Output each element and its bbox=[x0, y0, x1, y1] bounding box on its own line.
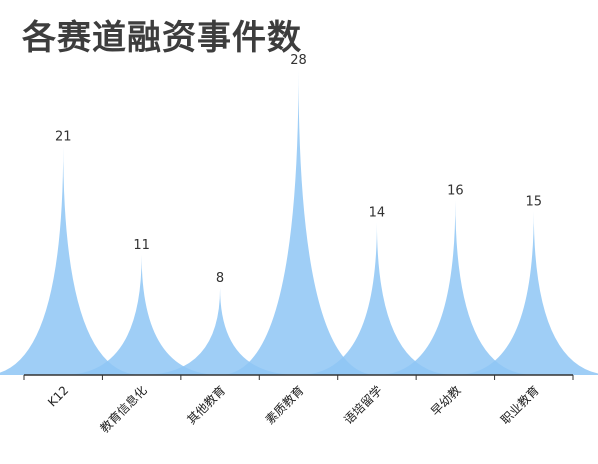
x-tick-label-职业教育: 职业教育 bbox=[497, 383, 542, 428]
data-label-其他教育: 8 bbox=[216, 271, 224, 286]
peak-教育信息化 bbox=[63, 255, 221, 375]
x-tick-label-其他教育: 其他教育 bbox=[184, 383, 229, 428]
x-tick-label-教育信息化: 教育信息化 bbox=[97, 383, 150, 436]
data-label-教育信息化: 11 bbox=[133, 238, 150, 253]
data-labels: 21 11 8 28 14 16 15 bbox=[55, 53, 542, 286]
data-label-早幼教: 16 bbox=[447, 184, 464, 199]
data-label-K12: 21 bbox=[55, 129, 72, 144]
peak-K12 bbox=[0, 146, 142, 375]
data-label-素质教育: 28 bbox=[290, 53, 307, 68]
x-tick-labels: K12 教育信息化 其他教育 素质教育 语培留学 早幼教 职业教育 bbox=[45, 383, 542, 436]
x-tick-label-语培留学: 语培留学 bbox=[340, 383, 385, 428]
x-tick-label-早幼教: 早幼教 bbox=[427, 383, 463, 419]
x-axis bbox=[23, 374, 574, 380]
data-label-职业教育: 15 bbox=[526, 195, 543, 210]
peak-职业教育 bbox=[455, 211, 598, 375]
peak-语培留学 bbox=[298, 222, 456, 375]
peak-series bbox=[0, 70, 598, 375]
chart-title: 各赛道融资事件数 bbox=[22, 18, 302, 58]
x-tick-label-K12: K12 bbox=[45, 383, 71, 409]
peak-早幼教 bbox=[376, 200, 534, 375]
peak-其他教育 bbox=[141, 287, 299, 375]
peak-素质教育 bbox=[220, 70, 377, 375]
data-label-语培留学: 14 bbox=[369, 206, 386, 221]
x-tick-label-素质教育: 素质教育 bbox=[262, 383, 307, 428]
